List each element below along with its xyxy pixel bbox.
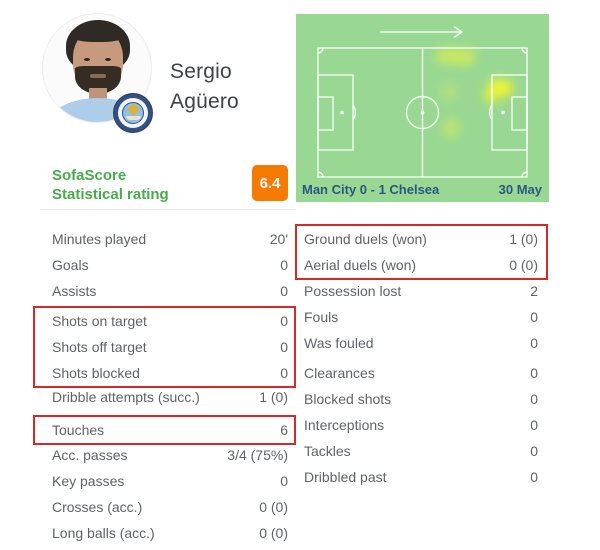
player-name: Sergio Agüero: [170, 60, 239, 113]
stat-row: Key passes 0: [33, 468, 296, 494]
stat-group: Possession lost 2 Fouls 0 Was fouled 0: [295, 278, 548, 356]
stats-column-left: Minutes played 20' Goals 0 Assists 0 Shots on …: [33, 226, 296, 546]
stat-value: 0 (0): [509, 257, 538, 273]
stat-label: Crosses (acc.): [52, 499, 143, 515]
heatmap-caption: Man City 0 - 1 Chelsea 30 May: [296, 182, 549, 197]
stat-label: Was fouled: [304, 335, 374, 351]
heat-spot: [452, 49, 476, 65]
stat-label: Shots blocked: [52, 365, 140, 381]
player-avatar[interactable]: [42, 13, 152, 123]
stat-row: Long balls (acc.) 0 (0): [33, 520, 296, 546]
stat-row: Assists 0: [33, 278, 296, 304]
stat-row: Clearances 0: [295, 360, 548, 386]
avatar-fringe: [71, 26, 125, 42]
stat-row: Touches 6: [35, 417, 294, 443]
stat-row: Ground duels (won) 1 (0): [297, 226, 546, 252]
rating-label: SofaScore Statistical rating: [52, 167, 169, 203]
attack-direction-arrow-icon: [380, 25, 464, 39]
stat-value: 0: [280, 339, 288, 355]
stat-group: Minutes played 20' Goals 0 Assists 0: [33, 226, 296, 304]
club-crest-icon: [113, 93, 153, 133]
pitch-svg: [317, 25, 528, 178]
rating-badge: 6.4: [252, 165, 288, 201]
stat-value: 0: [530, 309, 538, 325]
avatar-eye: [105, 58, 111, 61]
stat-value: 6: [280, 422, 288, 438]
stat-label: Tackles: [304, 443, 351, 459]
match-date: 30 May: [498, 182, 542, 197]
highlight-box: Ground duels (won) 1 (0) Aerial duels (won…: [295, 224, 548, 280]
stat-value: 0: [280, 365, 288, 381]
stat-value: 0: [280, 257, 288, 273]
stat-row: Possession lost 2: [295, 278, 548, 304]
heat-spot: [484, 89, 498, 103]
stat-label: Interceptions: [304, 417, 385, 433]
heat-spot: [442, 118, 460, 138]
stat-value: 0: [530, 443, 538, 459]
stat-label: Long balls (acc.): [52, 525, 155, 541]
avatar-mouth: [90, 74, 106, 78]
match-score: Man City 0 - 1 Chelsea: [302, 182, 440, 197]
stat-row: Blocked shots 0: [295, 386, 548, 412]
stat-row: Dribbled past 0: [295, 464, 548, 490]
stat-group: Clearances 0 Blocked shots 0 Interceptions 0 T…: [295, 360, 548, 490]
stat-label: Minutes played: [52, 231, 147, 247]
stat-value: 2: [530, 283, 538, 299]
stat-row: Shots blocked 0: [35, 360, 294, 386]
stat-group: Acc. passes 3/4 (75%) Key passes 0 Crosses (…: [33, 442, 296, 546]
stat-value: 1 (0): [259, 389, 288, 405]
stat-value: 1 (0): [509, 231, 538, 247]
stat-value: 0: [280, 313, 288, 329]
stat-label: Shots on target: [52, 313, 147, 329]
stat-value: 20': [269, 231, 288, 247]
stat-value: 0: [530, 365, 538, 381]
stat-value: 0 (0): [259, 525, 288, 541]
stat-value: 0: [530, 417, 538, 433]
stats-column-right: Ground duels (won) 1 (0) Aerial duels (won…: [295, 224, 548, 490]
stat-label: Goals: [52, 257, 89, 273]
highlight-box: Touches 6: [33, 415, 296, 445]
pitch-lines: [317, 25, 528, 178]
stat-row: Shots off target 0: [35, 334, 294, 360]
stat-row: Fouls 0: [295, 304, 548, 330]
stat-value: 0: [280, 473, 288, 489]
stat-label: Assists: [52, 283, 97, 299]
stat-value: 0: [530, 469, 538, 485]
stat-value: 3/4 (75%): [227, 447, 288, 463]
stat-row: Was fouled 0: [295, 330, 548, 356]
heat-spots: [435, 48, 513, 138]
stat-label: Fouls: [304, 309, 339, 325]
stat-label: Touches: [52, 422, 105, 438]
stat-label: Key passes: [52, 473, 125, 489]
divider: [40, 209, 296, 210]
stat-row: Tackles 0: [295, 438, 548, 464]
stat-label: Shots off target: [52, 339, 147, 355]
stat-row: Interceptions 0: [295, 412, 548, 438]
avatar-eye: [84, 58, 90, 61]
stat-value: 0: [280, 283, 288, 299]
stat-group: Dribble attempts (succ.) 1 (0): [33, 384, 296, 410]
stat-label: Dribbled past: [304, 469, 387, 485]
stat-row: Minutes played 20': [33, 226, 296, 252]
stat-value: 0: [530, 335, 538, 351]
stat-value: 0: [530, 391, 538, 407]
stat-row: Dribble attempts (succ.) 1 (0): [33, 384, 296, 410]
stat-label: Blocked shots: [304, 391, 392, 407]
stat-label: Possession lost: [304, 283, 402, 299]
stat-row: Crosses (acc.) 0 (0): [33, 494, 296, 520]
stat-row: Goals 0: [33, 252, 296, 278]
stat-row: Acc. passes 3/4 (75%): [33, 442, 296, 468]
stat-row: Shots on target 0: [35, 308, 294, 334]
highlight-box: Shots on target 0 Shots off target 0 Shots b…: [33, 306, 296, 388]
stat-label: Clearances: [304, 365, 375, 381]
stat-label: Dribble attempts (succ.): [52, 389, 200, 405]
heat-spot: [441, 84, 457, 100]
stat-row: Aerial duels (won) 0 (0): [297, 252, 546, 278]
stat-label: Aerial duels (won): [304, 257, 417, 273]
player-heatmap[interactable]: Man City 0 - 1 Chelsea 30 May: [296, 14, 549, 202]
stat-label: Ground duels (won): [304, 231, 427, 247]
stat-label: Acc. passes: [52, 447, 128, 463]
stat-value: 0 (0): [259, 499, 288, 515]
